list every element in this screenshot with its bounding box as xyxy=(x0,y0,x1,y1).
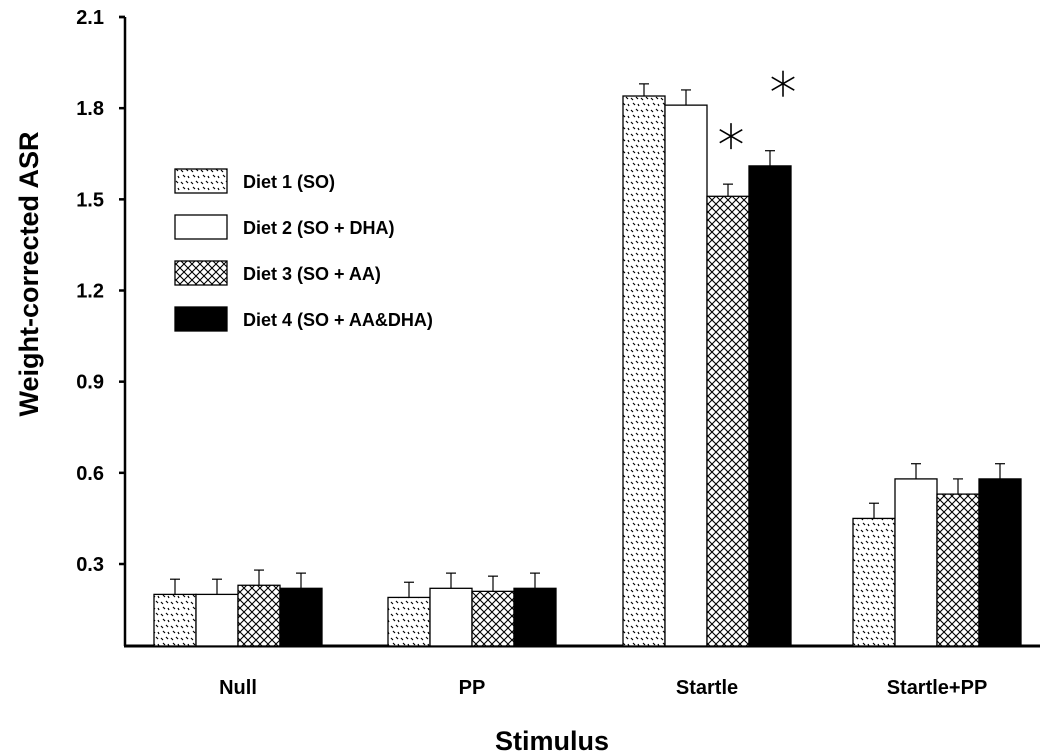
bar xyxy=(894,478,938,647)
y-axis: 0.3 0.6 0.9 1.2 1.5 1.8 2.1 xyxy=(76,7,127,646)
bar-series xyxy=(153,95,1022,647)
bar xyxy=(706,195,750,647)
legend-item: Diet 1 (SO) xyxy=(174,168,335,194)
legend-label: Diet 4 (SO + AA&DHA) xyxy=(243,310,433,330)
legend-swatch xyxy=(174,214,228,240)
significance-asterisk xyxy=(719,123,743,150)
y-tick-label: 1.8 xyxy=(76,98,104,120)
bar xyxy=(978,478,1022,647)
y-tick-label: 2.1 xyxy=(76,7,104,29)
x-tick-label: Startle xyxy=(676,677,738,699)
legend-label: Diet 2 (SO + DHA) xyxy=(243,218,395,238)
significance-asterisk xyxy=(771,70,795,97)
y-axis-title: Weight-corrected ASR xyxy=(14,131,44,416)
x-tick-labels: Null PP Startle Startle+PP xyxy=(219,677,987,699)
legend-label: Diet 1 (SO) xyxy=(243,172,335,192)
legend-swatch xyxy=(174,260,228,286)
legend-swatch xyxy=(174,306,228,332)
bar xyxy=(387,596,431,647)
x-tick-label: Startle+PP xyxy=(887,677,988,699)
y-tick-label: 0.9 xyxy=(76,372,104,394)
bar xyxy=(513,587,557,647)
legend-item: Diet 3 (SO + AA) xyxy=(174,260,381,286)
bar xyxy=(237,584,281,647)
x-axis-title: Stimulus xyxy=(495,726,609,756)
bar xyxy=(153,593,197,647)
legend-item: Diet 4 (SO + AA&DHA) xyxy=(174,306,433,332)
y-ticks: 0.3 0.6 0.9 1.2 1.5 1.8 2.1 xyxy=(76,7,125,576)
x-tick-label: PP xyxy=(459,677,486,699)
bar xyxy=(429,587,473,647)
bar xyxy=(195,593,239,647)
bar xyxy=(622,95,666,647)
legend: Diet 1 (SO) Diet 2 (SO + DHA) Diet 3 (SO +… xyxy=(174,168,433,332)
legend-label: Diet 3 (SO + AA) xyxy=(243,264,381,284)
bar xyxy=(664,104,708,647)
x-axis: Null PP Startle Startle+PP xyxy=(124,644,1040,699)
y-tick-label: 0.6 xyxy=(76,463,104,485)
y-tick-label: 0.3 xyxy=(76,554,104,576)
significance-markers xyxy=(719,70,795,150)
bar xyxy=(279,587,323,647)
bar xyxy=(471,590,515,647)
legend-swatch xyxy=(174,168,228,194)
error-bars xyxy=(170,83,1005,598)
bar xyxy=(936,493,980,647)
legend-item: Diet 2 (SO + DHA) xyxy=(174,214,395,240)
bar xyxy=(852,517,896,647)
y-tick-label: 1.2 xyxy=(76,281,104,303)
bar xyxy=(748,165,792,647)
x-tick-label: Null xyxy=(219,677,257,699)
y-tick-label: 1.5 xyxy=(76,189,104,211)
